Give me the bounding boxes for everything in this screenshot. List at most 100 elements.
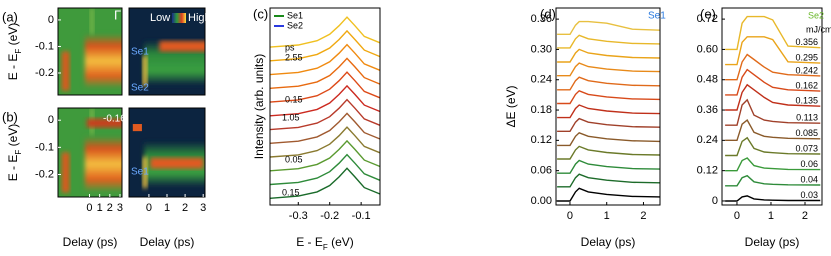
x-tick-label: 2 <box>640 210 646 222</box>
trace-label: 0.113 <box>796 113 818 123</box>
data-line <box>269 139 381 172</box>
data-line <box>725 136 821 157</box>
axis-title-part: (eV) <box>6 124 20 150</box>
data-line <box>269 84 381 117</box>
y-tick-label: 0 <box>48 14 54 26</box>
data-line <box>557 187 661 202</box>
annotation: Se1 <box>131 167 149 178</box>
annotation: 0.15 <box>285 94 303 104</box>
y-tick-label: 0.30 <box>531 43 552 55</box>
data-line <box>725 119 821 141</box>
y-tick-label: 0.36 <box>697 104 718 116</box>
trace-label: 0.04 <box>800 174 818 184</box>
y-tick-label: 0.12 <box>697 165 718 177</box>
axis-title-sub: F <box>14 150 23 155</box>
axis-title: E - EF (eV) <box>296 235 354 251</box>
data-line <box>269 126 381 158</box>
annotation: mJ/cm² <box>806 24 831 34</box>
trace-label: 0.085 <box>795 128 818 138</box>
colorbar-label: High <box>188 12 211 24</box>
axis-title: E - EF (eV) <box>6 124 22 182</box>
axis-title: Delay (ps) <box>581 235 636 249</box>
y-tick-label: -0.2 <box>35 67 54 79</box>
data-line <box>557 173 661 188</box>
data-line <box>269 167 381 199</box>
axis-title: ΔE (eV) <box>504 85 518 127</box>
data-line <box>557 62 661 77</box>
x-tick-label: 1 <box>164 202 170 214</box>
x-tick-label: 1 <box>97 202 103 214</box>
trace-label: 0.242 <box>795 65 818 75</box>
plot-frame <box>57 7 123 96</box>
data-line <box>725 195 821 202</box>
data-line <box>269 112 381 144</box>
annotation: 2.55 <box>285 52 303 62</box>
data-line <box>269 29 381 62</box>
panel-label: (e) <box>700 6 716 21</box>
axis-title: Delay (ps) <box>140 235 195 249</box>
y-tick-label: 0.06 <box>531 165 552 177</box>
panel-label: (d) <box>540 6 556 21</box>
trace-label: 0.06 <box>800 159 818 169</box>
axis-title-part: E - E <box>6 54 20 81</box>
panel-label: (b) <box>2 109 18 124</box>
y-tick-label: 0.60 <box>697 43 718 55</box>
colorbar-label: Low <box>150 12 170 24</box>
y-tick-label: 0 <box>48 114 54 126</box>
plot-frame <box>128 7 206 96</box>
y-tick-label: 0 <box>712 195 718 207</box>
data-line <box>725 15 821 51</box>
plot-frame <box>57 107 123 198</box>
x-tick-label: 2 <box>802 210 808 222</box>
annotation: Se2 <box>131 83 149 94</box>
x-tick-label: 3 <box>117 202 123 214</box>
x-tick-label: 0 <box>146 202 152 214</box>
annotation: 0.15 <box>282 187 300 197</box>
axis-title-part: E - E <box>296 235 323 249</box>
data-line <box>557 159 661 174</box>
heatmap-shade <box>142 55 148 87</box>
y-tick-label: 0.12 <box>531 134 552 146</box>
data-line <box>725 174 821 187</box>
x-tick-label: -0.1 <box>352 210 371 222</box>
heatmap-shade <box>86 118 122 128</box>
heatmap <box>129 108 205 197</box>
data-line <box>725 98 821 126</box>
x-tick-label: 0 <box>567 210 573 222</box>
data-line <box>557 76 661 91</box>
axis-title-part: (eV) <box>328 235 354 249</box>
data-line <box>557 89 661 105</box>
annotation: Se1 <box>648 11 666 22</box>
axis-title: Delay (ps) <box>63 235 118 249</box>
trace-label: 0.073 <box>795 143 818 153</box>
x-tick-label: -0.3 <box>289 210 308 222</box>
y-tick-label: 0.18 <box>531 104 552 116</box>
axis-title-sub: F <box>14 49 23 54</box>
x-tick-label: 2 <box>182 202 188 214</box>
plot-frame <box>555 7 661 206</box>
trace-label: 0.356 <box>795 37 818 47</box>
data-line <box>269 71 381 103</box>
annotation: -0.16 <box>103 114 126 125</box>
data-line <box>269 16 381 48</box>
data-line <box>557 145 661 160</box>
heatmap-shade <box>90 8 94 35</box>
data-line <box>269 57 381 89</box>
data-line <box>557 117 661 132</box>
heatmap-shade <box>142 156 148 189</box>
heatmap-shade <box>132 124 142 132</box>
heatmap <box>58 108 122 197</box>
x-tick-label: 0 <box>86 202 92 214</box>
plot-frame <box>721 7 823 206</box>
annotation: Se1 <box>131 47 149 58</box>
data-line <box>725 83 821 111</box>
annotation: 1.05 <box>282 112 300 122</box>
y-tick-label: -0.1 <box>35 141 54 153</box>
heatmap-shade <box>61 152 70 193</box>
panel-label: (c) <box>253 6 268 21</box>
x-tick-label: 2 <box>107 202 113 214</box>
annotation: Se2 <box>808 10 824 20</box>
trace-label: 0.162 <box>795 80 818 90</box>
annotation: ps <box>285 42 295 52</box>
